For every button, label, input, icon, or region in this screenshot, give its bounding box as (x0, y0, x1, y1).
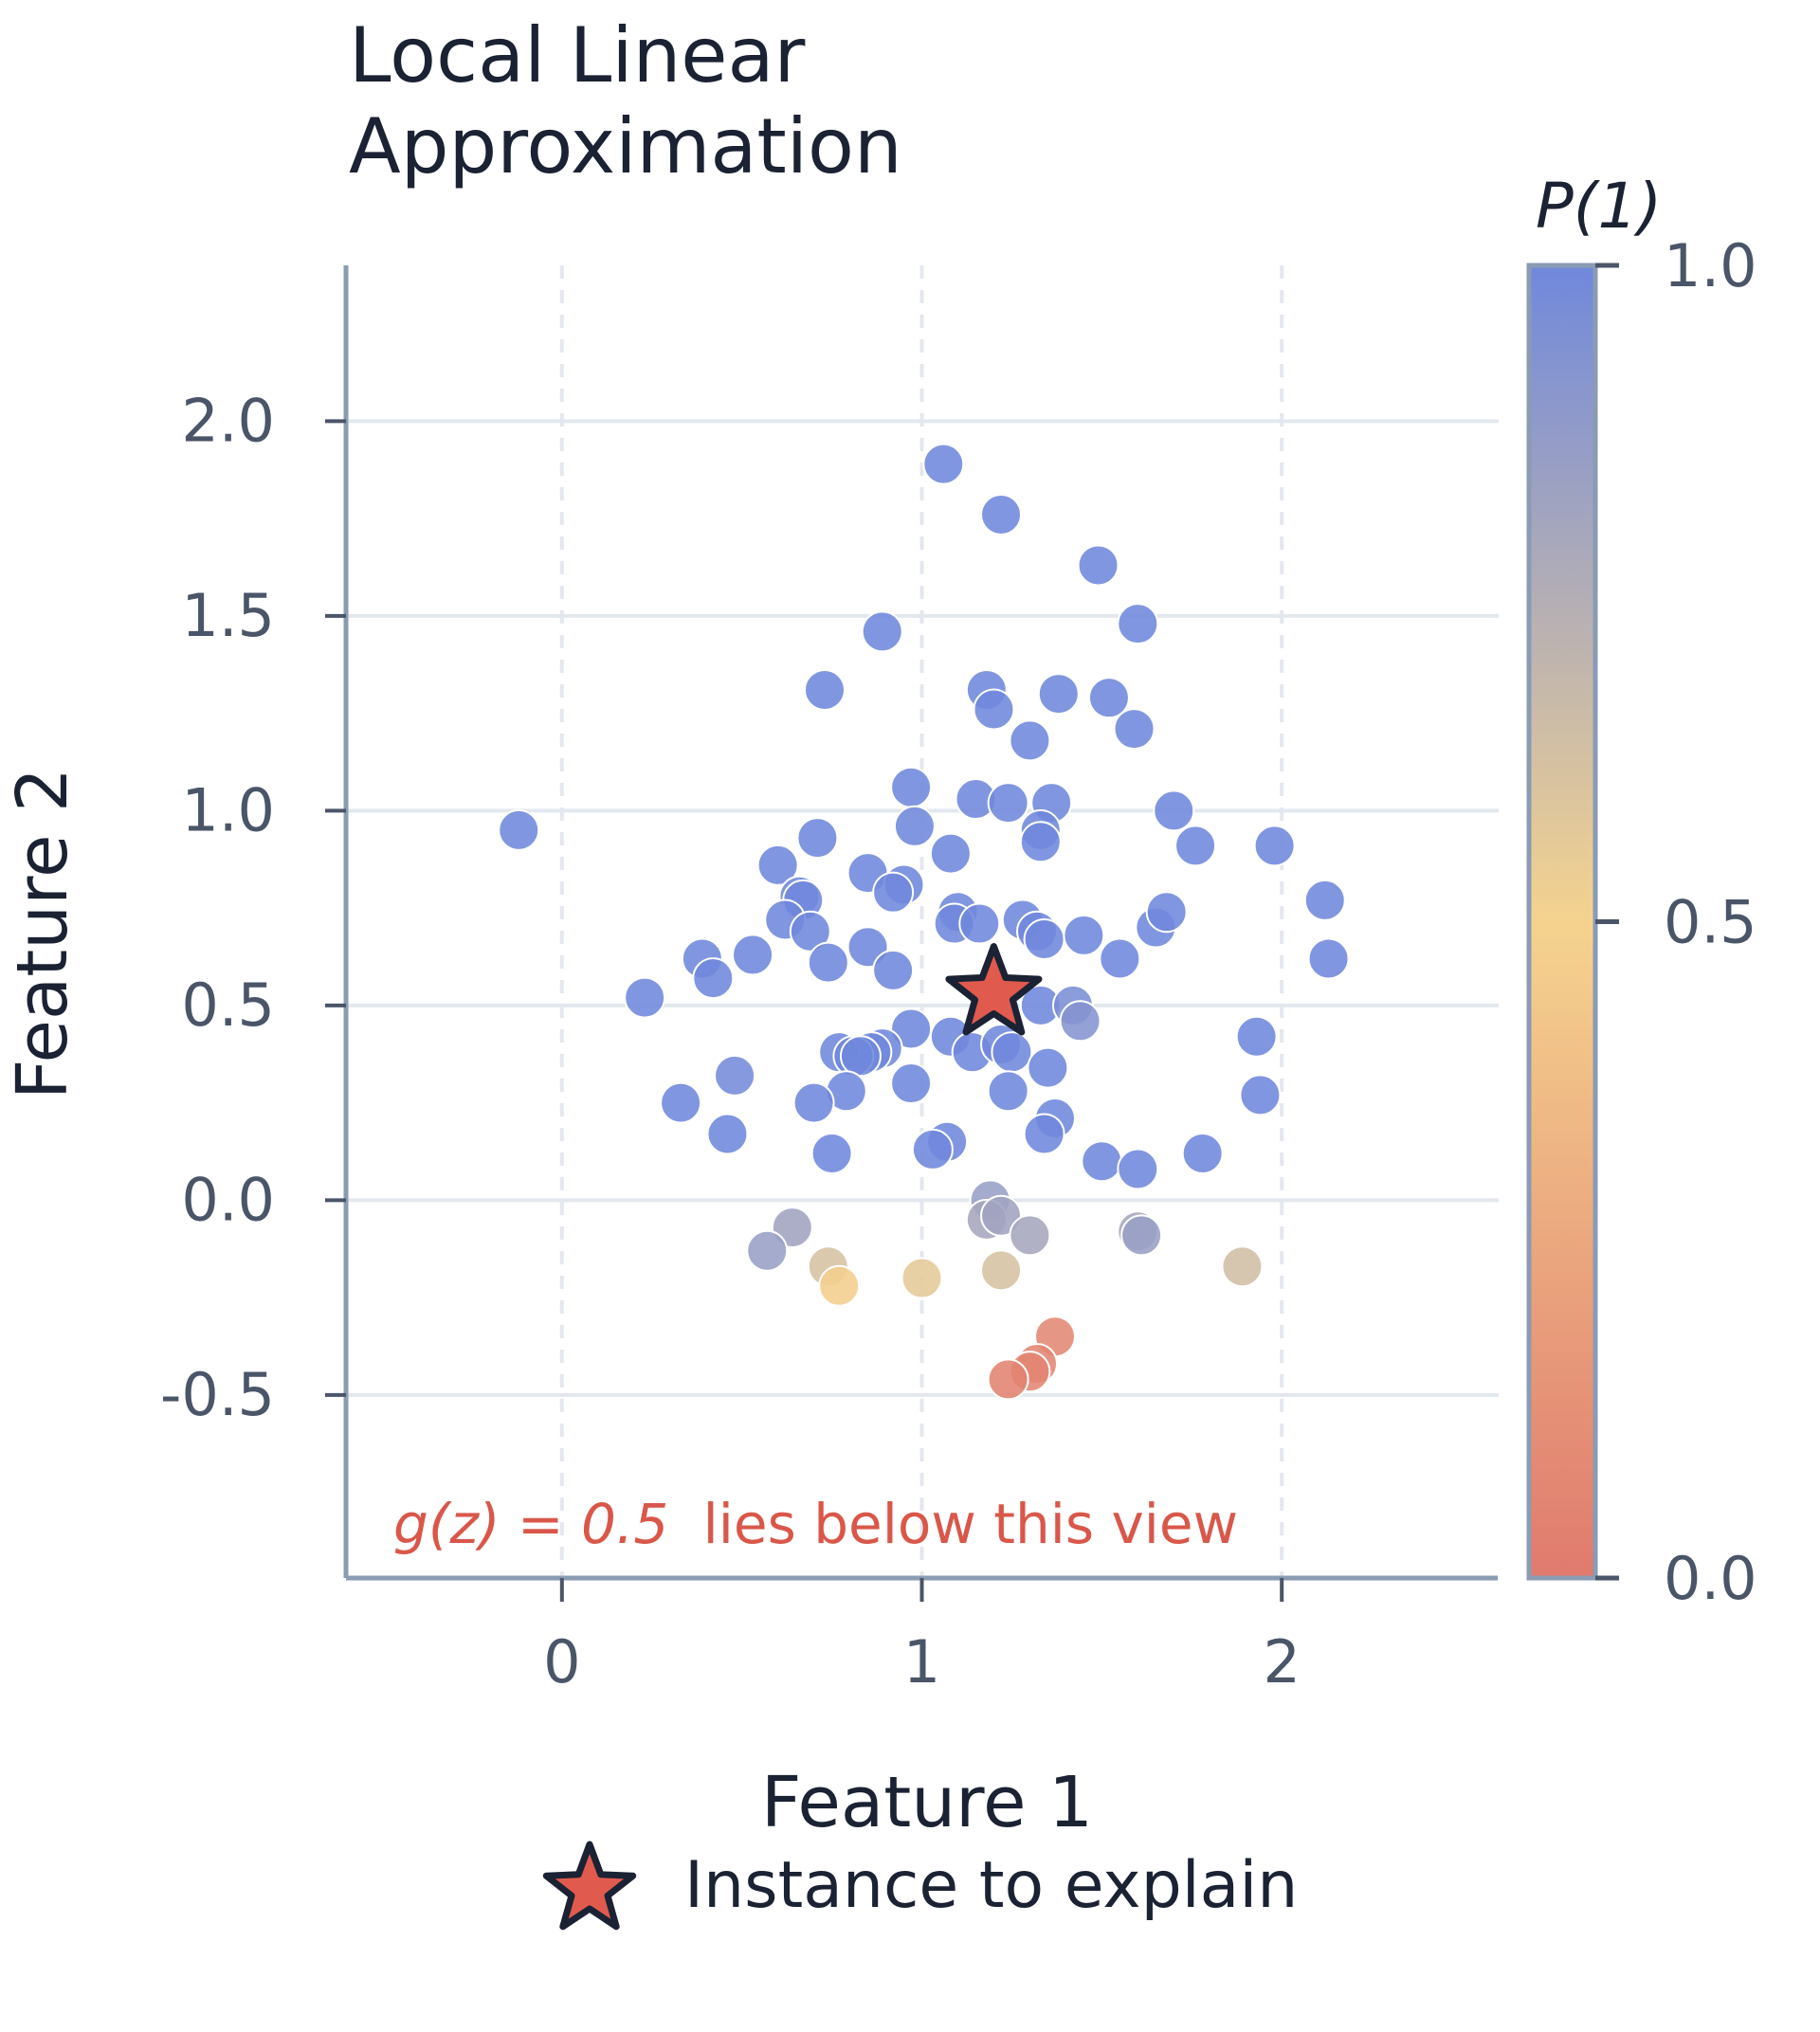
scatter-point (796, 817, 839, 860)
scatter-point (1081, 1140, 1123, 1183)
scatter-point (1303, 879, 1346, 921)
scatter-point (890, 1007, 933, 1050)
scatter-point (789, 910, 831, 952)
x-tick-label: 1 (903, 1627, 940, 1696)
scatter-point (803, 668, 846, 711)
scatter-point (746, 1229, 789, 1272)
scatter-point (1145, 891, 1188, 934)
colorbar-gradient (1526, 263, 1598, 1581)
scatter-point (980, 1194, 1023, 1237)
scatter-point (890, 1062, 933, 1105)
scatter-point (1113, 708, 1156, 751)
scatter-point (818, 1264, 861, 1307)
scatter-point (1009, 719, 1051, 762)
annotation-text: lies below this view (703, 1492, 1238, 1556)
scatter-point (987, 1358, 1029, 1401)
scatter-point (714, 1054, 756, 1097)
scatter-point (792, 1081, 835, 1124)
scatter-point (1099, 937, 1141, 980)
scatter-points (498, 443, 1350, 1401)
x-axis-label: Feature 1 (761, 1762, 1093, 1843)
colorbar-title: P(1) (1536, 170, 1662, 243)
x-tick-label: 0 (543, 1627, 580, 1696)
scatter-point (839, 1035, 882, 1078)
legend: Instance to explain (542, 1841, 1298, 1931)
scatter-point (929, 832, 972, 875)
y-tick-label: 1.0 (181, 775, 275, 844)
scatter-point (973, 688, 1015, 731)
colorbar-tick-label: 1.0 (1664, 231, 1757, 300)
scatter-point (890, 766, 933, 808)
legend-star-icon (542, 1841, 637, 1931)
scatter-point (893, 805, 936, 847)
scatter-point (1174, 825, 1217, 867)
x-tick-label: 2 (1263, 1627, 1300, 1696)
colorbar-tick-label: 0.0 (1664, 1544, 1757, 1613)
scatter-point (1253, 825, 1296, 867)
scatter-point (987, 782, 1029, 825)
scatter-point (1009, 1214, 1051, 1257)
scatter-point (1120, 1214, 1163, 1257)
y-tick-label: 2.0 (181, 386, 275, 455)
scatter-point (901, 1257, 943, 1299)
colorbar-tick-label: 0.5 (1664, 888, 1757, 957)
scatter-point (1019, 821, 1062, 863)
scatter-point (958, 902, 1001, 945)
scatter-point (1181, 1133, 1224, 1175)
scatter-point (1087, 677, 1130, 719)
scatter-point (872, 949, 915, 991)
colorbar: P(1) 0.0 0.5 1.0 (1526, 170, 1757, 1613)
y-tick-label: 1.5 (181, 581, 275, 650)
scatter-point (980, 494, 1023, 536)
scatter-point (1235, 1015, 1278, 1058)
scatter-point (1307, 937, 1350, 980)
legend-star-marker (542, 1841, 637, 1931)
annotation-math: g(z) = 0.5 (393, 1492, 668, 1556)
scatter-point (1027, 1046, 1069, 1089)
colorbar-title-text: P(1) (1536, 170, 1662, 243)
scatter-point (991, 1031, 1033, 1074)
scatter-point (624, 976, 666, 1019)
scatter-point (1117, 1148, 1159, 1190)
y-tick-label: -0.5 (160, 1360, 275, 1429)
y-tick-label: 0.0 (181, 1165, 275, 1234)
scatter-point (807, 941, 849, 984)
scatter-point (706, 1113, 749, 1155)
scatter-point (1153, 789, 1195, 832)
scatter-point (1023, 917, 1065, 960)
instance-star-marker (945, 943, 1043, 1036)
scatter-point (732, 934, 774, 976)
decision-boundary-annotation: g(z) = 0.5 lies below this view (393, 1492, 1238, 1556)
scatter-point (861, 610, 903, 653)
instance-marker-group (945, 943, 1043, 1036)
scatter-point (1077, 544, 1119, 587)
scatter-point (911, 1128, 954, 1170)
scatter-point (987, 1070, 1029, 1113)
scatter-point (692, 957, 735, 1000)
scatter-point (1059, 1000, 1101, 1043)
axis-ticks: -0.5 0.0 0.5 1.0 1.5 2.0 0 1 2 (160, 386, 1301, 1696)
scatter-point (498, 808, 540, 851)
scatter-point (922, 443, 965, 485)
scatter-point (980, 1249, 1023, 1292)
scatter-point (1221, 1245, 1264, 1288)
colorbar-ticks: 0.0 0.5 1.0 (1595, 231, 1757, 1613)
scatter-point (872, 871, 915, 914)
scatter-point (1063, 914, 1105, 956)
scatter-point (810, 1133, 853, 1175)
legend-label-instance: Instance to explain (684, 1848, 1298, 1923)
scatter-point (756, 844, 799, 886)
chart-title-line-2: Approximation (349, 102, 902, 190)
y-axis-label: Feature 2 (2, 768, 83, 1099)
gridlines (346, 265, 1499, 1578)
scatter-point (1023, 1113, 1065, 1155)
scatter-point (1239, 1074, 1282, 1116)
scatter-point (1037, 673, 1080, 716)
chart-title-line-1: Local Linear (349, 11, 806, 100)
scatter-point (660, 1081, 702, 1124)
y-tick-label: 0.5 (181, 971, 275, 1040)
scatter-point (1117, 603, 1159, 645)
